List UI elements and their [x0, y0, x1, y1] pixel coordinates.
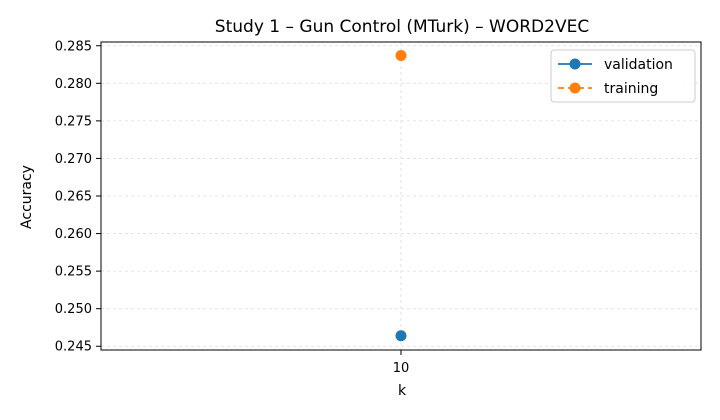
legend-marker-validation: [569, 58, 581, 70]
data-point-training: [395, 50, 407, 62]
legend-label-validation: validation: [604, 57, 673, 73]
y-tick-label: 0.255: [55, 265, 92, 280]
series-group: [395, 50, 407, 342]
y-tick-label: 0.280: [55, 77, 92, 92]
y-axis-label: Accuracy: [19, 165, 35, 229]
data-point-validation: [395, 330, 407, 342]
y-tick-label: 0.245: [55, 340, 92, 355]
y-axis: 0.245 0.250 0.255 0.260 0.265 0.270 0.275 0.280…: [55, 39, 101, 355]
chart-title: Study 1 – Gun Control (MTurk) – WORD2VEC: [215, 17, 589, 37]
legend-label-training: training: [604, 81, 658, 97]
y-tick-label: 0.250: [55, 302, 92, 317]
y-tick-label: 0.270: [55, 152, 92, 167]
x-tick-label: 10: [393, 361, 410, 376]
legend-box: [550, 49, 696, 103]
x-axis: 10: [393, 350, 410, 376]
y-tick-label: 0.265: [55, 190, 92, 205]
y-tick-label: 0.275: [55, 114, 92, 129]
legend-marker-training: [569, 82, 581, 94]
y-tick-label: 0.285: [55, 39, 92, 54]
y-tick-label: 0.260: [55, 227, 92, 242]
legend: validation training: [550, 49, 696, 103]
x-axis-label: k: [398, 383, 407, 399]
